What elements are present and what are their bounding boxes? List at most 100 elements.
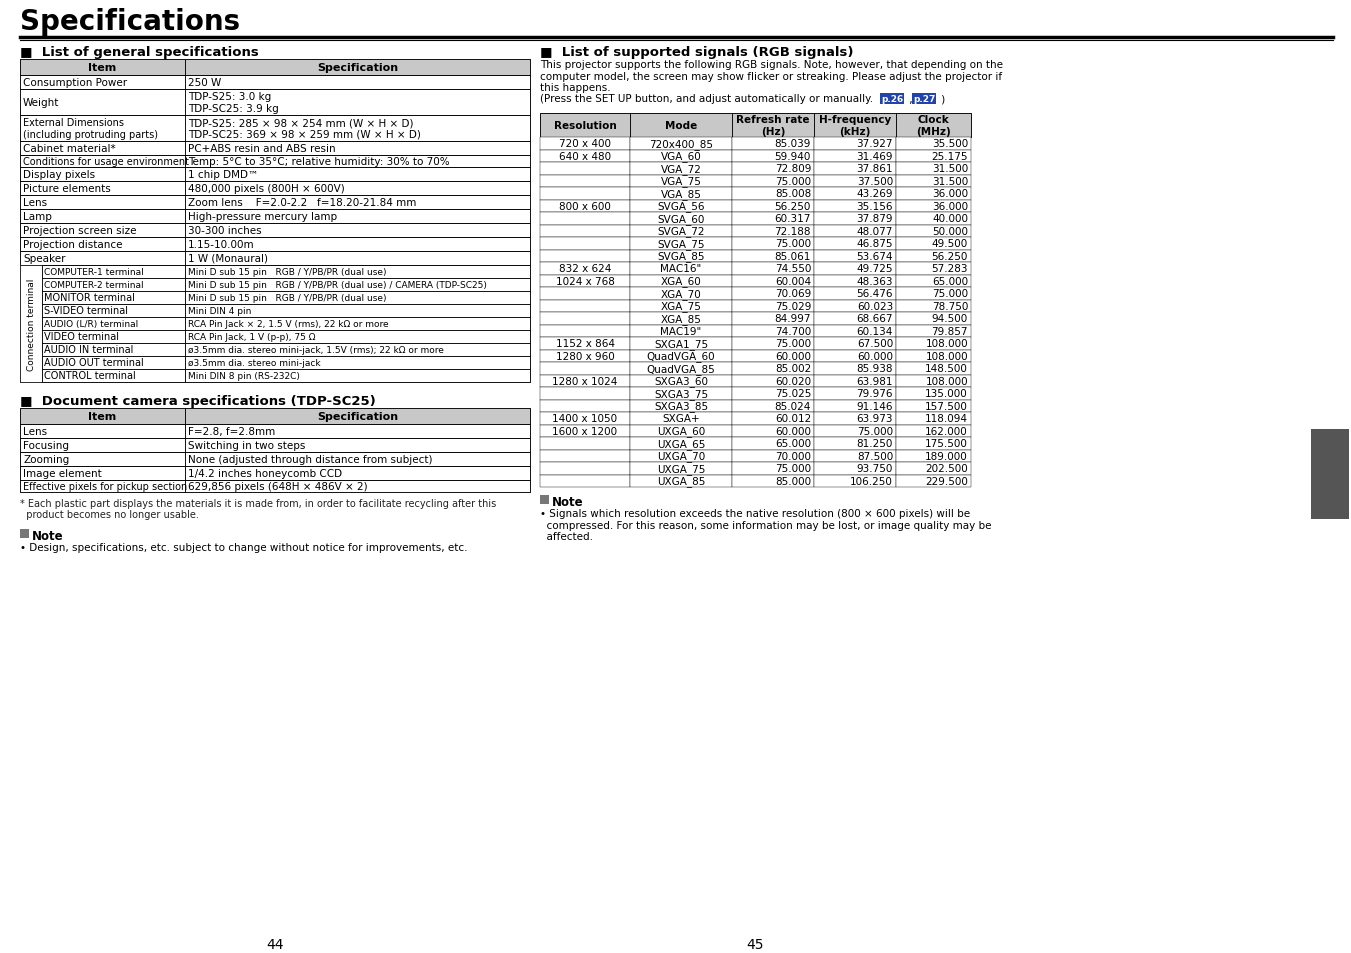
Text: External Dimensions
(including protruding parts): External Dimensions (including protrudin… [23,118,158,140]
Text: Mini D sub 15 pin   RGB / Y/PB/PR (dual use): Mini D sub 15 pin RGB / Y/PB/PR (dual us… [188,268,386,276]
Text: Projection screen size: Projection screen size [23,226,136,235]
Text: 72.809: 72.809 [774,164,811,174]
Text: 50.000: 50.000 [932,227,969,236]
Bar [185,60,530,76]
Text: SVGA_72: SVGA_72 [657,226,705,237]
Text: 108.000: 108.000 [925,352,969,361]
Bar [815,213,896,225]
Bar [185,292,530,305]
Bar [20,90,185,116]
Bar [540,325,630,337]
Text: VGA_85: VGA_85 [661,189,701,199]
Text: 63.973: 63.973 [857,414,893,424]
Bar [540,350,630,363]
Text: 37.500: 37.500 [857,176,893,187]
Text: 94.500: 94.500 [932,314,969,324]
Text: S-VIDEO terminal: S-VIDEO terminal [45,306,128,316]
Bar [42,317,185,331]
Text: Display pixels: Display pixels [23,170,95,180]
Bar [815,275,896,288]
Text: Conditions for usage environment: Conditions for usage environment [23,157,189,167]
Text: this happens.: this happens. [540,83,611,92]
Bar [732,188,815,200]
Text: VIDEO terminal: VIDEO terminal [45,333,119,342]
Text: Mini DIN 8 pin (RS-232C): Mini DIN 8 pin (RS-232C) [188,372,300,380]
Bar [732,200,815,213]
Text: 85.008: 85.008 [774,189,811,199]
Bar [20,168,185,182]
Bar [896,188,971,200]
Bar [896,475,971,488]
Bar [815,400,896,413]
Bar [630,175,732,188]
Bar [20,210,530,224]
Bar [185,224,530,237]
Text: TDP-S25: 285 × 98 × 254 mm (W × H × D)
TDP-SC25: 369 × 98 × 259 mm (W × H × D): TDP-S25: 285 × 98 × 254 mm (W × H × D) T… [188,118,422,140]
Text: 56.250: 56.250 [774,201,811,212]
Bar [630,163,732,175]
Bar [20,266,530,382]
Text: 75.000: 75.000 [857,426,893,436]
Text: None (adjusted through distance from subject): None (adjusted through distance from sub… [188,455,432,464]
Text: ■  List of supported signals (RGB signals): ■ List of supported signals (RGB signals… [540,46,854,59]
Bar [42,305,185,317]
Text: 48.077: 48.077 [857,227,893,236]
Bar [185,370,530,382]
Bar [630,350,732,363]
Bar [896,213,971,225]
Bar [540,288,630,300]
Bar [540,113,630,138]
Bar [896,425,971,437]
Text: Mini D sub 15 pin   RGB / Y/PB/PR (dual use) / CAMERA (TDP-SC25): Mini D sub 15 pin RGB / Y/PB/PR (dual us… [188,281,486,290]
Text: VGA_72: VGA_72 [661,164,701,174]
Bar [896,375,971,388]
Bar [896,350,971,363]
Text: UXGA_75: UXGA_75 [657,463,705,475]
Text: MAC19": MAC19" [661,327,701,336]
Text: 1024 x 768: 1024 x 768 [555,276,615,287]
Bar [896,363,971,375]
Text: XGA_75: XGA_75 [661,301,701,312]
Text: MAC16": MAC16" [661,264,701,274]
Bar [185,356,530,370]
Text: Clock
(MHz): Clock (MHz) [916,115,951,136]
Text: 1 chip DMD™: 1 chip DMD™ [188,170,258,180]
Text: 31.500: 31.500 [932,164,969,174]
Bar [20,266,42,382]
Bar [20,142,185,156]
Text: PC+ABS resin and ABS resin: PC+ABS resin and ABS resin [188,144,335,153]
Text: 85.061: 85.061 [774,252,811,261]
Bar [185,331,530,344]
Bar [630,251,732,263]
Bar [20,182,185,195]
Bar [185,266,530,278]
Text: 56.250: 56.250 [932,252,969,261]
Bar [896,450,971,462]
Bar [20,195,530,210]
Text: 108.000: 108.000 [925,376,969,386]
Bar [540,450,630,462]
Bar [185,76,530,90]
Text: 70.069: 70.069 [774,289,811,299]
Bar [540,138,630,151]
Text: 36.000: 36.000 [932,201,969,212]
Text: 148.500: 148.500 [925,364,969,374]
Text: 63.981: 63.981 [857,376,893,386]
Bar [815,288,896,300]
Text: 91.146: 91.146 [857,401,893,412]
Bar [630,275,732,288]
Bar [896,151,971,163]
Bar [732,425,815,437]
Bar [540,151,630,163]
Bar [185,156,530,168]
Text: AUDIO (L/R) terminal: AUDIO (L/R) terminal [45,319,138,329]
Text: COMPUTER-2 terminal: COMPUTER-2 terminal [45,281,143,290]
Text: 59.940: 59.940 [774,152,811,162]
Text: Weight: Weight [23,98,59,108]
Text: SXGA1_75: SXGA1_75 [654,338,708,350]
Text: Focusing: Focusing [23,440,69,451]
Bar [42,278,185,292]
Bar [732,288,815,300]
Bar [185,409,530,424]
Bar [540,175,630,188]
